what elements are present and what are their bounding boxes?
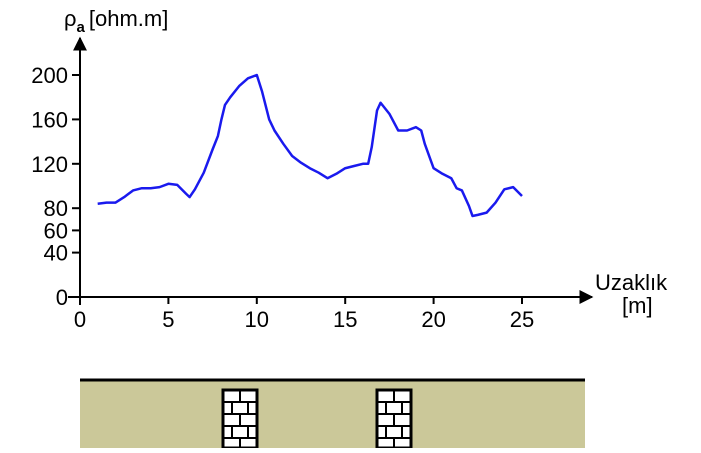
x-tick-label: 10: [245, 307, 269, 332]
x-axis-label: Uzaklık: [595, 270, 668, 295]
y-label-unit: [ohm.m]: [89, 6, 168, 31]
y-tick-label: 80: [44, 196, 68, 221]
ground: [80, 378, 585, 450]
y-tick-label: 200: [31, 63, 68, 88]
x-tick-label: 15: [333, 307, 357, 332]
x-tick-label: 20: [421, 307, 445, 332]
y-tick-label: 160: [31, 107, 68, 132]
y-tick-label: 0: [56, 285, 68, 310]
wall: [221, 388, 259, 450]
y-label-sub: a: [77, 19, 86, 36]
x-tick-label: 0: [74, 307, 86, 332]
wall: [375, 388, 413, 450]
x-axis-unit: [m]: [622, 293, 653, 318]
soil: [80, 380, 585, 448]
x-tick-label: 5: [162, 307, 174, 332]
data-line: [97, 73, 523, 218]
y-tick-label: 40: [44, 241, 68, 266]
x-tick-label: 25: [510, 307, 534, 332]
y-tick-label: 120: [31, 152, 68, 177]
y-tick-label: 60: [44, 218, 68, 243]
y-axis-label: ρa [ohm.m]: [64, 6, 168, 36]
y-label-symbol: ρ: [64, 6, 77, 31]
